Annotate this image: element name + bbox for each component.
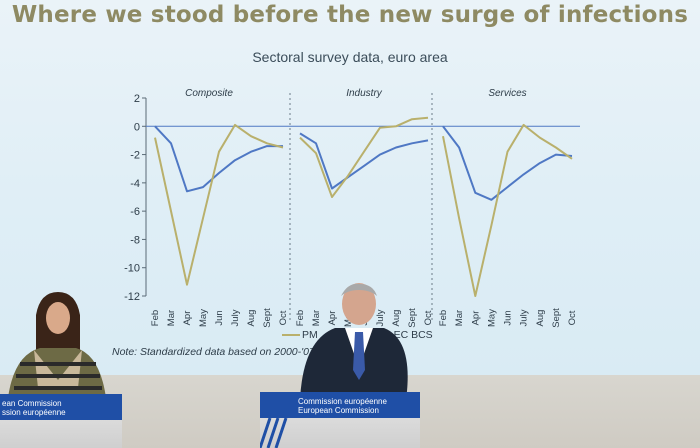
podium-center-line2: European Commission	[298, 406, 379, 415]
series-line-1-1	[299, 116, 429, 198]
x-tick-label-1-0: Feb	[295, 310, 306, 326]
y-tick-label-6: -10	[124, 263, 140, 275]
series-line-2-1	[442, 123, 573, 297]
series-line-0-0	[154, 125, 283, 193]
y-tick-label-3: -4	[130, 178, 140, 190]
legend-label-1: PM	[302, 329, 318, 341]
x-tick-label-2-8: Oct	[567, 310, 578, 325]
x-tick-label-0-2: Apr	[182, 311, 193, 326]
x-tick-label-0-0: Feb	[150, 310, 161, 326]
x-tick-label-1-6: Aug	[391, 310, 402, 327]
slide-title: Where we stood before the new surge of i…	[11, 2, 689, 28]
x-tick-label-1-1: Mar	[311, 310, 322, 326]
x-tick-label-0-6: Aug	[246, 310, 257, 327]
woman-presenter	[8, 292, 106, 398]
legend-swatch-olive	[282, 334, 300, 337]
chart-legend: PM EC BCS	[282, 329, 433, 341]
x-tick-label-0-4: Jun	[214, 310, 225, 325]
series-line-2-0	[442, 125, 573, 201]
x-tick-label-2-0: Feb	[438, 310, 449, 326]
x-tick-label-1-7: Sept	[407, 308, 418, 328]
x-tick-label-1-5: July	[375, 309, 386, 326]
legend-label-2: EC BCS	[393, 329, 433, 341]
x-tick-label-0-8: Oct	[278, 310, 289, 325]
podium-left: ean Commission ssion européenne	[0, 394, 122, 448]
x-tick-label-0-1: Mar	[166, 310, 177, 326]
y-tick-label-2: -2	[130, 150, 140, 162]
podium-center: Commission européenne European Commissio…	[260, 392, 420, 448]
panel-title-0: Composite	[185, 88, 233, 99]
x-tick-label-0-3: May	[198, 309, 209, 327]
y-tick-label-0: 2	[134, 93, 140, 105]
x-tick-label-0-7: Sept	[262, 308, 273, 328]
podium-left-band: ean Commission ssion européenne	[0, 394, 122, 420]
x-tick-label-2-4: Jun	[503, 310, 514, 325]
slide-subtitle: Sectoral survey data, euro area	[252, 49, 448, 65]
x-tick-label-2-6: Aug	[535, 310, 546, 327]
man-presenter	[300, 283, 408, 400]
podium-center-band: Commission européenne European Commissio…	[260, 392, 420, 418]
sectoral-survey-chart: 2 0 -2 -4 -6 -8 -10 -12 Composite Feb Mar Apr May Jun…	[124, 88, 580, 328]
x-tick-label-2-7: Sept	[551, 308, 562, 328]
y-tick-label-7: -12	[124, 291, 140, 303]
x-tick-label-0-5: July	[230, 309, 241, 326]
panel-title-2: Services	[488, 88, 526, 99]
eu-logo-stripes	[260, 418, 288, 448]
x-tick-label-2-3: May	[486, 309, 497, 327]
chart-note: Note: Standardized data based on 2000-'0…	[112, 346, 315, 358]
panel-title-1: Industry	[346, 88, 383, 99]
podium-left-line2: ssion européenne	[2, 408, 66, 417]
series-line-0-1	[154, 123, 284, 286]
series-line-1-0	[299, 132, 429, 190]
y-tick-label-4: -6	[130, 206, 140, 218]
presenters-scene	[8, 283, 408, 400]
x-tick-label-1-8: Oct	[423, 310, 434, 325]
x-tick-label-2-1: Mar	[454, 310, 465, 326]
x-tick-label-1-2: Apr	[327, 311, 338, 326]
podium-center-line1: Commission européenne	[298, 397, 387, 406]
y-tick-label-5: -8	[130, 234, 140, 246]
podium-left-line1: ean Commission	[2, 399, 62, 408]
x-tick-label-2-5: July	[519, 309, 530, 326]
y-tick-label-1: 0	[134, 121, 140, 133]
x-tick-label-2-2: Apr	[470, 311, 481, 326]
